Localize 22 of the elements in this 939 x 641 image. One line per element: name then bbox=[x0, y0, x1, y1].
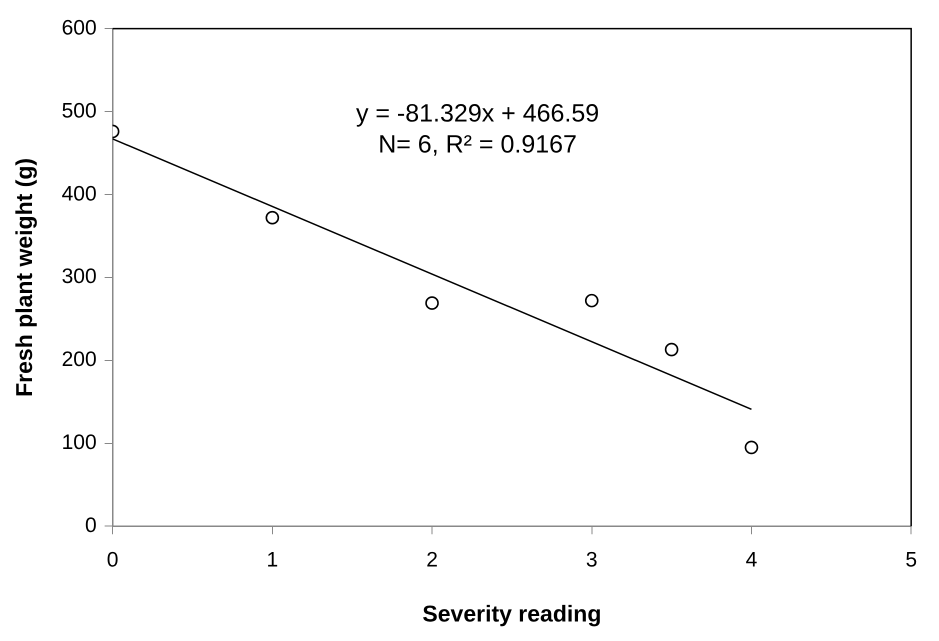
y-tick-label: 200 bbox=[62, 348, 97, 372]
y-axis-title: Fresh plant weight (g) bbox=[11, 158, 38, 397]
point bbox=[664, 342, 678, 356]
x-tick-label: 4 bbox=[746, 548, 758, 572]
x-tick-label: 1 bbox=[266, 548, 278, 572]
y-tick-label: 0 bbox=[84, 514, 97, 537]
point bbox=[584, 294, 599, 308]
x-tick-label: 3 bbox=[586, 548, 598, 572]
point bbox=[744, 440, 758, 454]
y-tick-label: 600 bbox=[62, 16, 97, 40]
annotation: y = -81.329x + 466.59 bbox=[356, 99, 600, 128]
y-tick-label: 300 bbox=[62, 265, 97, 288]
x-tick-label: 0 bbox=[106, 548, 118, 572]
x-axis-title: Severity reading bbox=[422, 600, 602, 627]
y-tick-label: 400 bbox=[62, 182, 97, 206]
point bbox=[266, 210, 280, 224]
x-tick-label: 5 bbox=[905, 548, 918, 572]
annotation: N= 6, R² = 0.9167 bbox=[378, 130, 577, 158]
point bbox=[425, 296, 439, 310]
x-tick-label: 2 bbox=[426, 548, 438, 572]
y-tick-label: 100 bbox=[62, 431, 97, 454]
y-tick-label: 500 bbox=[62, 99, 97, 122]
